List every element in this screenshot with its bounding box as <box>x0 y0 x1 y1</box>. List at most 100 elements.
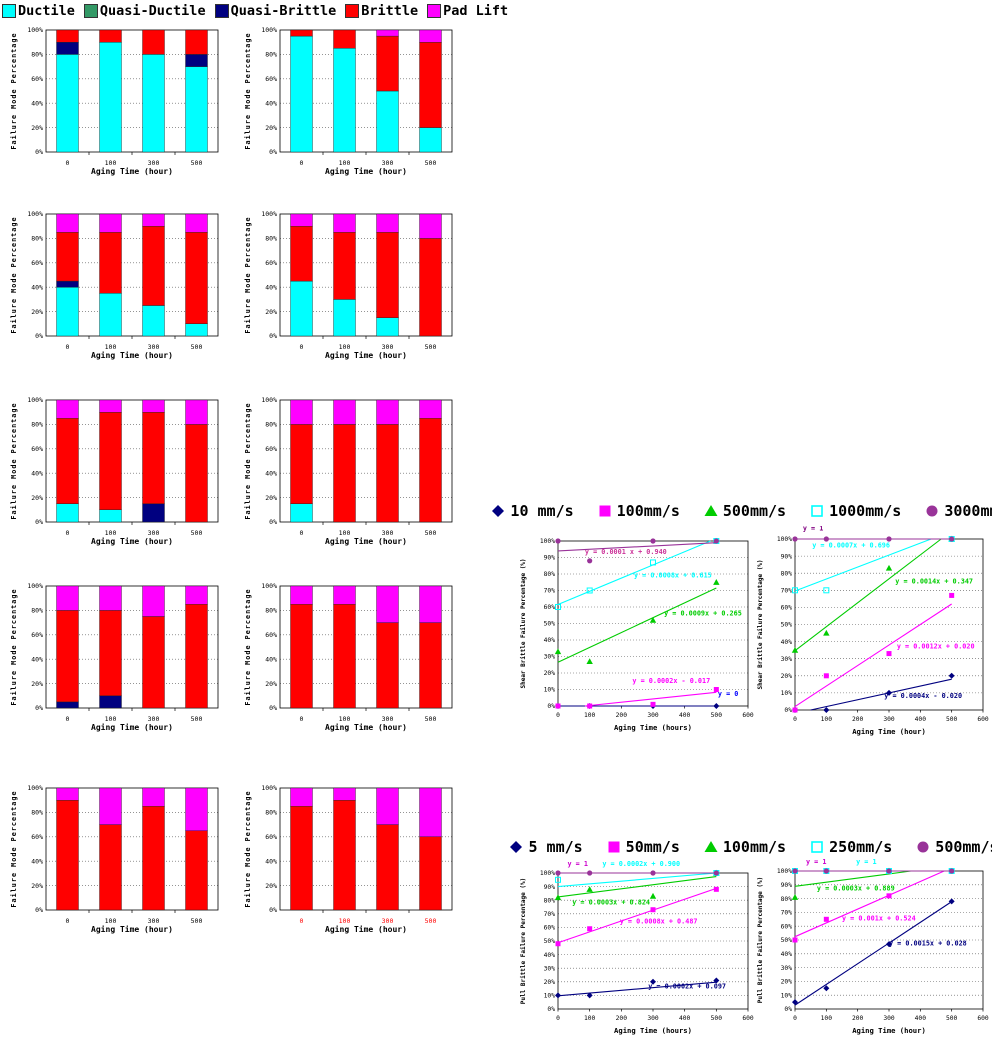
svg-text:y = 0.0004x - 0.020: y = 0.0004x - 0.020 <box>884 692 962 700</box>
svg-text:20%: 20% <box>265 494 277 502</box>
svg-text:300: 300 <box>148 529 160 537</box>
svg-text:70%: 70% <box>781 910 793 917</box>
svg-text:0%: 0% <box>35 704 43 712</box>
svg-text:Failure Mode Percentage: Failure Mode Percentage <box>10 32 18 149</box>
svg-text:0%: 0% <box>269 148 277 156</box>
svg-text:100%: 100% <box>27 582 43 590</box>
svg-text:40%: 40% <box>31 857 43 865</box>
square-marker-icon <box>608 841 620 853</box>
svg-text:Aging Time (hour): Aging Time (hour) <box>325 722 407 732</box>
svg-text:40%: 40% <box>31 99 43 107</box>
svg-text:600: 600 <box>977 1015 989 1022</box>
svg-text:400: 400 <box>915 1015 927 1022</box>
svg-text:0%: 0% <box>35 518 43 526</box>
svg-text:500: 500 <box>425 715 437 723</box>
svg-text:0%: 0% <box>784 707 792 714</box>
svg-text:60%: 60% <box>265 259 277 267</box>
svg-text:Aging Time (hour): Aging Time (hour) <box>91 166 173 176</box>
svg-text:20%: 20% <box>544 979 556 986</box>
svg-text:60%: 60% <box>265 75 277 83</box>
svg-text:40%: 40% <box>265 99 277 107</box>
svg-text:10%: 10% <box>544 993 556 1000</box>
svg-text:200: 200 <box>852 1015 864 1022</box>
failure-mode-legend: Ductile Quasi-Ductile Quasi-Brittle Brittle… <box>2 0 508 22</box>
svg-text:300: 300 <box>148 159 160 167</box>
legend-swatch-icon <box>427 4 442 18</box>
svg-text:Failure Mode Percentage: Failure Mode Percentage <box>244 216 252 333</box>
svg-text:40%: 40% <box>265 857 277 865</box>
svg-text:100: 100 <box>584 1015 596 1022</box>
svg-text:100%: 100% <box>261 26 277 34</box>
svg-text:100: 100 <box>105 159 117 167</box>
svg-text:400: 400 <box>915 716 927 723</box>
speed-legend-item: 3000mm/s <box>923 502 992 520</box>
legend-swatch-icon <box>2 4 16 18</box>
svg-text:300: 300 <box>148 917 160 925</box>
svg-text:0%: 0% <box>35 148 43 156</box>
svg-text:300: 300 <box>148 343 160 351</box>
bar-chart-8: 0% 20% 40% 60% 80% 100% 0 100 300 500 Aging Time (… <box>242 580 462 750</box>
legend-swatch-icon <box>83 4 98 18</box>
svg-text:0: 0 <box>66 715 70 723</box>
svg-text:80%: 80% <box>31 51 43 59</box>
svg-text:80%: 80% <box>265 235 277 243</box>
svg-text:80%: 80% <box>265 809 277 817</box>
svg-text:20%: 20% <box>31 680 43 688</box>
svg-text:0: 0 <box>300 529 304 537</box>
svg-text:500: 500 <box>191 917 203 925</box>
svg-text:Failure Mode Percentage: Failure Mode Percentage <box>244 790 252 907</box>
bar-chart-10: 0% 20% 40% 60% 80% 100% 0 100 300 500 Aging Time (… <box>242 782 462 952</box>
svg-text:300: 300 <box>883 1015 895 1022</box>
svg-text:300: 300 <box>647 712 659 719</box>
scatter-pull-left-svg: 0% 10% 20% 30% 40% 50% 60% 70% 80% 90% 100% 0 100 200… <box>520 860 754 1035</box>
svg-text:20%: 20% <box>781 979 793 986</box>
circle-marker-icon <box>917 841 929 853</box>
svg-text:60%: 60% <box>31 445 43 453</box>
legend-label: Brittle <box>361 3 419 19</box>
svg-text:100%: 100% <box>540 870 555 877</box>
svg-text:200: 200 <box>616 712 628 719</box>
speed-legend-label: 10 mm/s <box>510 502 574 520</box>
speed-legend-2: 5 mm/s 50mm/s 100mm/s 250mm/s 500mm/s <box>510 838 992 856</box>
svg-text:0%: 0% <box>35 906 43 914</box>
svg-text:Aging Time (hour): Aging Time (hour) <box>325 350 407 360</box>
svg-text:0: 0 <box>300 159 304 167</box>
svg-text:Shear Brittle Failure Percenta: Shear Brittle Failure Percentage (%) <box>757 559 764 689</box>
svg-text:60%: 60% <box>544 925 556 932</box>
svg-text:0: 0 <box>66 917 70 925</box>
bar-chart-10-svg: 0% 20% 40% 60% 80% 100% 0 100 300 500 Aging Time (… <box>244 784 453 934</box>
legend-item-ductile: Ductile <box>2 3 75 19</box>
svg-text:100%: 100% <box>777 536 792 543</box>
svg-text:Aging Time (hour): Aging Time (hour) <box>325 536 407 546</box>
speed-legend-label: 3000mm/s <box>944 502 992 520</box>
svg-text:20%: 20% <box>31 308 43 316</box>
svg-text:20%: 20% <box>544 670 556 677</box>
legend-item-quasi-ductile: Quasi-Ductile <box>83 3 206 19</box>
svg-text:80%: 80% <box>265 607 277 615</box>
svg-text:500: 500 <box>425 343 437 351</box>
svg-text:Aging Time (hours): Aging Time (hours) <box>614 1026 692 1035</box>
speed-legend-1: 10 mm/s 100mm/s 500mm/s 1000mm/s 3000mm/s <box>492 502 992 520</box>
svg-text:300: 300 <box>883 716 895 723</box>
svg-text:Failure Mode Percentage: Failure Mode Percentage <box>10 402 18 519</box>
svg-text:500: 500 <box>191 529 203 537</box>
speed-legend-label: 1000mm/s <box>829 502 902 520</box>
speed-legend-item: 100mm/s <box>702 838 786 856</box>
svg-text:0: 0 <box>66 529 70 537</box>
bar-chart-6-svg: 0% 20% 40% 60% 80% 100% 0 100 300 500 Aging Time (… <box>244 396 453 546</box>
svg-text:90%: 90% <box>781 882 793 889</box>
bar-chart-2: 0% 20% 40% 60% 80% 100% 0 100 300 500 Aging Time (… <box>242 24 462 194</box>
speed-legend-label: 50mm/s <box>625 838 680 856</box>
svg-text:80%: 80% <box>781 570 793 577</box>
svg-text:500: 500 <box>191 715 203 723</box>
svg-text:0: 0 <box>300 715 304 723</box>
svg-text:100%: 100% <box>261 210 277 218</box>
legend-label: Pad Lift <box>443 3 509 19</box>
svg-text:60%: 60% <box>265 445 277 453</box>
speed-legend-item: 500mm/s <box>702 502 786 520</box>
legend-swatch-icon <box>214 4 229 18</box>
svg-text:500: 500 <box>946 1015 958 1022</box>
scatter-shear-left: 0% 10% 20% 30% 40% 50% 60% 70% 80% 90% 100% 0 100 200… <box>518 528 756 756</box>
svg-text:y = 0.0003x + 0.824: y = 0.0003x + 0.824 <box>572 898 650 906</box>
svg-text:Aging Time (hours): Aging Time (hours) <box>614 723 692 732</box>
